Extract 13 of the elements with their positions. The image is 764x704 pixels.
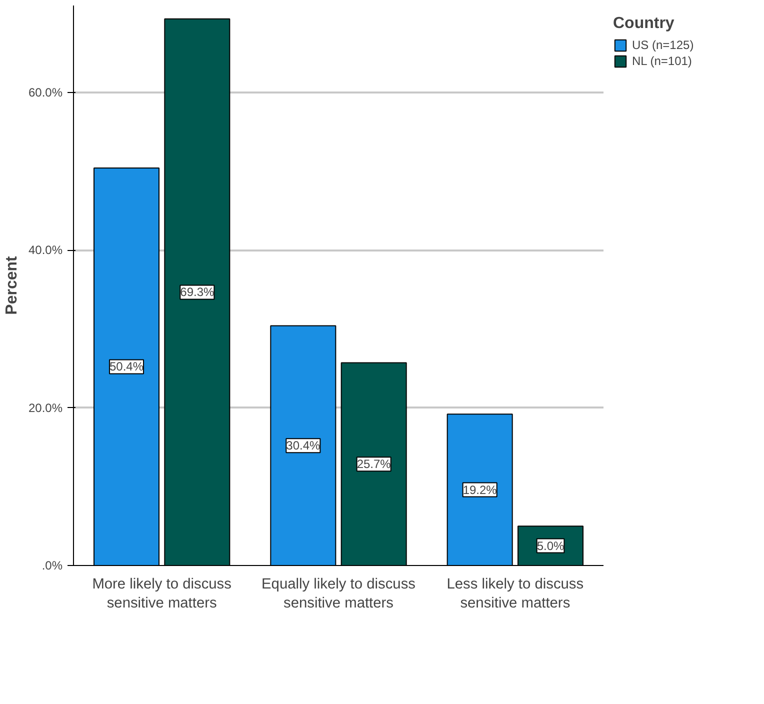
y-axis-title: Percent — [3, 255, 20, 315]
legend-label: US (n=125) — [632, 38, 694, 52]
y-tick-label: 60.0% — [28, 85, 63, 100]
x-tick-label: Less likely to discuss sensitive matters — [446, 576, 584, 612]
y-tick-label: 40.0% — [28, 243, 63, 258]
data-label: 25.7% — [356, 457, 392, 472]
y-tick-label: .0% — [42, 558, 63, 572]
data-label: 19.2% — [462, 482, 498, 497]
x-tick-label: Equally likely to discuss sensitive matters — [262, 576, 416, 612]
legend-label: NL (n=101) — [632, 54, 692, 68]
y-tick-label: 20.0% — [28, 400, 63, 415]
legend-title: Country — [613, 15, 676, 33]
x-tick-label: More likely to discuss sensitive matters — [92, 576, 232, 612]
